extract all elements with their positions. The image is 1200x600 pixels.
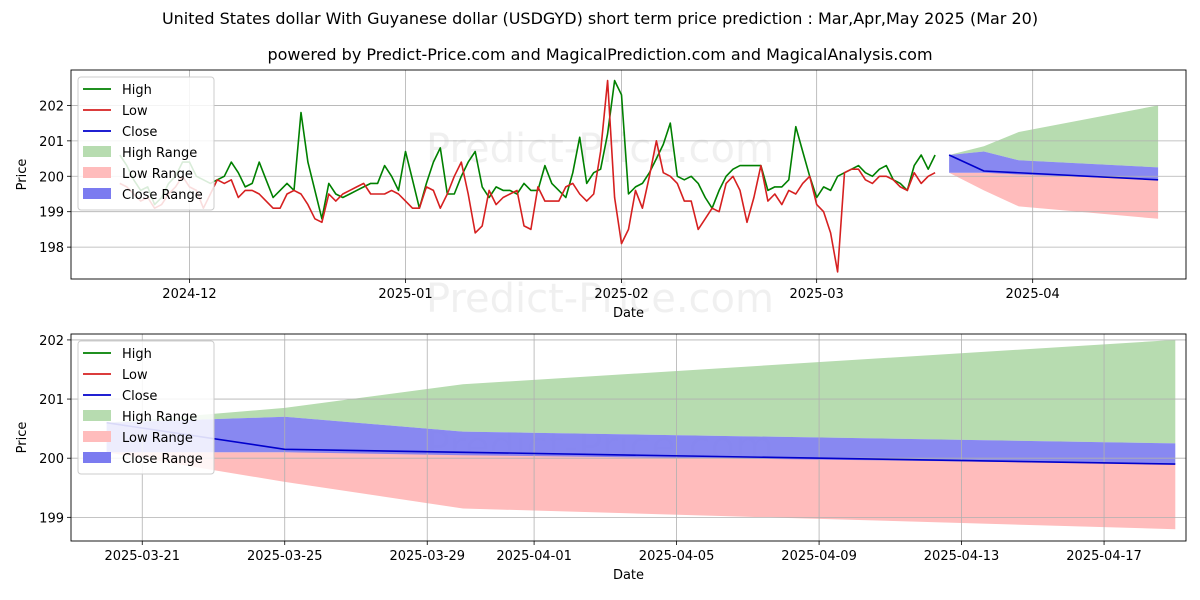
panel2-legend-close-range-swatch xyxy=(83,452,111,463)
panel2-x-tick-label: 2025-04-17 xyxy=(1066,549,1142,564)
panel2-x-axis-label: Date xyxy=(613,568,644,583)
panel1-legend-high-range-swatch xyxy=(83,146,111,157)
panel1-close-line xyxy=(948,154,1159,181)
panel1-x-tick-label: 2025-04 xyxy=(1006,287,1060,302)
panel2-legend-box xyxy=(77,340,215,475)
panel2-legend-close-label: Close xyxy=(122,389,157,404)
panel2-legend-close-range-label: Close Range xyxy=(122,452,203,467)
panel2-y-tick-label: 202 xyxy=(39,334,64,349)
panel2-legend-high-range-label: High Range xyxy=(122,410,197,425)
panel1-watermark: Predict-Price.com xyxy=(426,126,774,172)
panel1-x-tick-label: 2024-12 xyxy=(162,287,216,302)
panel2-legend-low-range-label: Low Range xyxy=(122,431,193,446)
panel1-y-tick-label: 199 xyxy=(39,206,64,221)
panel2-legend-high-label: High xyxy=(122,347,152,362)
panel1-legend-low-range-label: Low Range xyxy=(122,167,193,182)
panel1-legend-close-range-swatch xyxy=(83,188,111,199)
panel1-watermark-2: Predict-Price.com xyxy=(426,276,774,322)
panel2-x-tick-label: 2025-04-13 xyxy=(924,549,1000,564)
panel1-legend-low-label: Low xyxy=(122,104,148,119)
panel2-y-axis-label: Price xyxy=(15,422,30,454)
panel1-legend-low-range-swatch xyxy=(83,167,111,178)
panel1-legend-close-label: Close xyxy=(122,125,157,140)
panel2-high-range-band xyxy=(106,339,1176,444)
chart-subtitle: powered by Predict-Price.com and Magical… xyxy=(267,45,933,64)
panel1-y-tick-label: 200 xyxy=(39,170,64,185)
panel1-y-tick-label: 198 xyxy=(39,241,64,256)
panel2-y-tick-label: 199 xyxy=(39,511,64,526)
panel2-y-tick-label: 200 xyxy=(39,452,64,467)
panel1-low-range-band xyxy=(949,172,1159,219)
panel2-x-tick-label: 2025-04-01 xyxy=(496,549,572,564)
panel2-legend-low-label: Low xyxy=(122,368,148,383)
panel1-low-line xyxy=(119,79,936,273)
panel1-high-line xyxy=(119,79,936,220)
panel1-y-tick-label: 201 xyxy=(39,135,64,150)
panel2-y-tick-label: 201 xyxy=(39,393,64,408)
panel2-axes-frame xyxy=(70,333,1187,542)
panel1-x-tick-label: 2025-01 xyxy=(378,287,432,302)
panel1-y-axis-label: Price xyxy=(15,159,30,191)
panel1-x-tick-label: 2025-03 xyxy=(789,287,843,302)
panel1-legend-high-range-label: High Range xyxy=(122,146,197,161)
panel2-close-range-band xyxy=(106,416,1176,465)
panel2-x-tick-label: 2025-03-25 xyxy=(247,549,323,564)
panel2-x-tick-label: 2025-03-21 xyxy=(104,549,180,564)
panel1-axes-frame xyxy=(70,69,1187,280)
panel2-legend-high-range-swatch xyxy=(83,410,111,421)
panel1-legend-high-label: High xyxy=(122,83,152,98)
panel2-x-tick-label: 2025-04-05 xyxy=(639,549,715,564)
panel2-legend-low-range-swatch xyxy=(83,431,111,442)
panel1-close-range-band xyxy=(949,151,1159,180)
panel1-legend-close-range-label: Close Range xyxy=(122,188,203,203)
panel1-legend-box xyxy=(77,76,215,211)
panel2-low-range-band xyxy=(106,452,1176,530)
panel2-x-tick-label: 2025-04-09 xyxy=(781,549,857,564)
panel1-x-tick-label: 2025-02 xyxy=(594,287,648,302)
panel1-high-range-band xyxy=(949,105,1159,168)
panel1-y-tick-label: 202 xyxy=(39,99,64,114)
chart-title: United States dollar With Guyanese dolla… xyxy=(161,9,1039,28)
panel1-x-axis-label: Date xyxy=(613,306,644,321)
panel2-x-tick-label: 2025-03-29 xyxy=(389,549,465,564)
